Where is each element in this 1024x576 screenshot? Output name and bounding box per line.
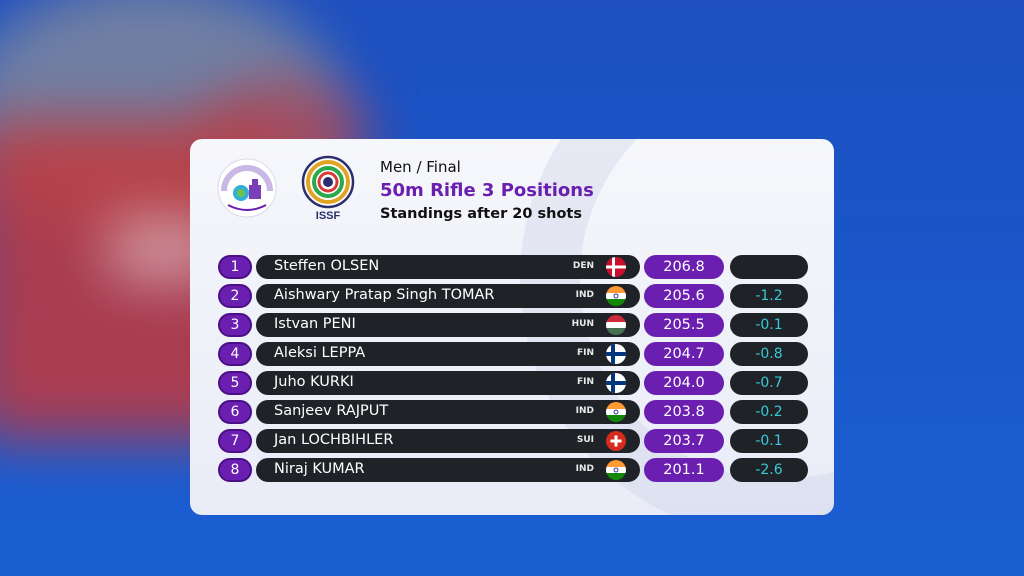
rank-badge: 8 bbox=[218, 458, 252, 482]
standings-row: 5 Juho KURKI FIN 204.0 -0.7 bbox=[218, 371, 808, 395]
standings-row: 6 Sanjeev RAJPUT IND 203.8 -0.2 bbox=[218, 400, 808, 424]
target-icon bbox=[301, 155, 355, 209]
score-value: 205.5 bbox=[644, 313, 724, 337]
athlete-name: Aleksi LEPPA bbox=[274, 345, 366, 361]
country-code: FIN bbox=[576, 377, 594, 387]
score-difference: -0.1 bbox=[730, 313, 808, 337]
rank-badge: 7 bbox=[218, 429, 252, 453]
standings-row: 7 Jan LOCHBIHLER SUI 203.7 -0.1 bbox=[218, 429, 808, 453]
country-code: IND bbox=[575, 406, 594, 416]
score-value: 204.0 bbox=[644, 371, 724, 395]
athlete-name: Sanjeev RAJPUT bbox=[274, 403, 389, 419]
rank-badge: 2 bbox=[218, 284, 252, 308]
score-difference: -0.8 bbox=[730, 342, 808, 366]
score-difference: -0.1 bbox=[730, 429, 808, 453]
athlete-name: Istvan PENI bbox=[274, 316, 356, 332]
issf-label: ISSF bbox=[315, 210, 341, 222]
score-difference bbox=[730, 255, 808, 279]
world-cup-logo-icon bbox=[217, 158, 277, 218]
finland-flag-icon bbox=[606, 373, 626, 393]
standings-row: 3 Istvan PENI HUN 205.5 -0.1 bbox=[218, 313, 808, 337]
country-code: IND bbox=[575, 290, 594, 300]
athlete-bar: Jan LOCHBIHLER SUI bbox=[256, 429, 640, 453]
rank-badge: 5 bbox=[218, 371, 252, 395]
india-flag-icon bbox=[606, 286, 626, 306]
standings-panel: ISSF Men / Final 50m Rifle 3 Positions S… bbox=[190, 139, 834, 515]
athlete-name: Steffen OLSEN bbox=[274, 258, 380, 274]
score-value: 206.8 bbox=[644, 255, 724, 279]
denmark-flag-icon bbox=[606, 257, 626, 277]
india-flag-icon bbox=[606, 402, 626, 422]
athlete-bar: Steffen OLSEN DEN bbox=[256, 255, 640, 279]
standings-row: 8 Niraj KUMAR IND 201.1 -2.6 bbox=[218, 458, 808, 482]
event-name: 50m Rifle 3 Positions bbox=[380, 180, 594, 201]
india-flag-icon bbox=[606, 460, 626, 480]
country-code: DEN bbox=[572, 261, 594, 271]
score-difference: -2.6 bbox=[730, 458, 808, 482]
athlete-bar: Sanjeev RAJPUT IND bbox=[256, 400, 640, 424]
athlete-name: Jan LOCHBIHLER bbox=[274, 432, 394, 448]
country-code: IND bbox=[575, 464, 594, 474]
athlete-bar: Niraj KUMAR IND bbox=[256, 458, 640, 482]
score-difference: -1.2 bbox=[730, 284, 808, 308]
athlete-bar: Juho KURKI FIN bbox=[256, 371, 640, 395]
athlete-name: Juho KURKI bbox=[274, 374, 354, 390]
athlete-bar: Aleksi LEPPA FIN bbox=[256, 342, 640, 366]
event-group: Men / Final bbox=[380, 158, 461, 176]
standings-status: Standings after 20 shots bbox=[380, 206, 582, 222]
athlete-name: Niraj KUMAR bbox=[274, 461, 365, 477]
finland-flag-icon bbox=[606, 344, 626, 364]
country-code: HUN bbox=[571, 319, 594, 329]
score-value: 203.7 bbox=[644, 429, 724, 453]
country-code: SUI bbox=[576, 435, 594, 445]
rank-badge: 4 bbox=[218, 342, 252, 366]
switzerland-flag-icon bbox=[606, 431, 626, 451]
issf-logo: ISSF bbox=[300, 155, 356, 227]
hungary-flag-icon bbox=[606, 315, 626, 335]
score-difference: -0.7 bbox=[730, 371, 808, 395]
standings-row: 4 Aleksi LEPPA FIN 204.7 -0.8 bbox=[218, 342, 808, 366]
event-title-block: Men / Final 50m Rifle 3 Positions Standi… bbox=[380, 158, 594, 222]
score-value: 203.8 bbox=[644, 400, 724, 424]
standings-list: 1 Steffen OLSEN DEN 206.8 2 Aishwary Pratap S… bbox=[218, 255, 808, 487]
standings-row: 1 Steffen OLSEN DEN 206.8 bbox=[218, 255, 808, 279]
rank-badge: 1 bbox=[218, 255, 252, 279]
score-value: 204.7 bbox=[644, 342, 724, 366]
athlete-name: Aishwary Pratap Singh TOMAR bbox=[274, 287, 495, 303]
rank-badge: 6 bbox=[218, 400, 252, 424]
score-value: 201.1 bbox=[644, 458, 724, 482]
standings-row: 2 Aishwary Pratap Singh TOMAR IND 205.6 -1.2 bbox=[218, 284, 808, 308]
athlete-bar: Istvan PENI HUN bbox=[256, 313, 640, 337]
country-code: FIN bbox=[576, 348, 594, 358]
rank-badge: 3 bbox=[218, 313, 252, 337]
score-difference: -0.2 bbox=[730, 400, 808, 424]
athlete-bar: Aishwary Pratap Singh TOMAR IND bbox=[256, 284, 640, 308]
score-value: 205.6 bbox=[644, 284, 724, 308]
